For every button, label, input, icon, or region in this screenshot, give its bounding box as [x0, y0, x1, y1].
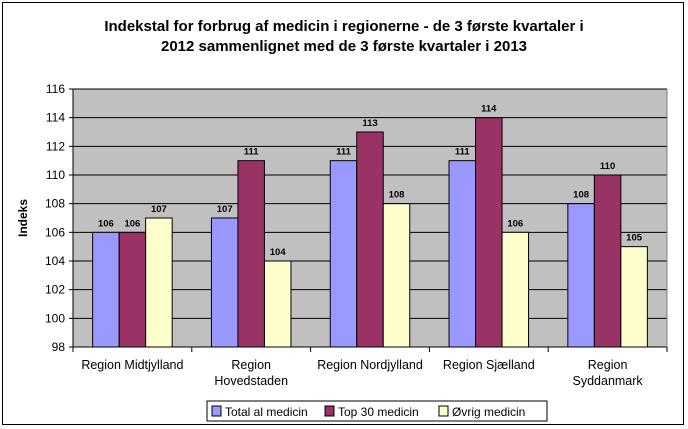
data-label: 107 — [151, 204, 167, 215]
data-label: 110 — [600, 161, 615, 172]
y-tick-label: 106 — [45, 225, 65, 239]
data-label: 106 — [124, 218, 140, 229]
bar — [593, 174, 622, 348]
data-labels: 106 106 107 107 111 104 111 113 108 111 114 106 108 1… — [98, 104, 643, 258]
chart-title: Indekstal for forbrug af medicin i regio… — [104, 18, 583, 55]
bar — [210, 217, 239, 348]
bar — [237, 160, 265, 348]
bar-chart: Indekstal for forbrug af medicin i regio… — [16, 18, 668, 422]
data-label: 108 — [389, 190, 405, 201]
bar — [475, 117, 503, 348]
bar — [501, 231, 530, 348]
data-label: 106 — [98, 218, 114, 229]
legend: Total al medicin Top 30 medicin Øvrig medi… — [206, 400, 548, 422]
x-category-label: Region Nordjylland — [317, 358, 423, 372]
bar — [145, 217, 173, 348]
x-category-label: Region — [231, 358, 271, 372]
axes — [69, 88, 668, 352]
legend-swatch — [438, 405, 449, 417]
bar — [567, 203, 595, 348]
legend-label: Top 30 medicin — [338, 405, 419, 419]
data-label: 106 — [507, 218, 523, 229]
legend-swatch — [324, 405, 335, 417]
bar — [329, 160, 358, 348]
legend-swatch — [211, 405, 222, 417]
bar — [263, 260, 292, 348]
chart-title-line: Indekstal for forbrug af medicin i regio… — [104, 18, 583, 35]
y-tick-label: 108 — [45, 197, 65, 211]
legend-label: Total al medicin — [225, 405, 308, 419]
y-tick-label: 98 — [52, 340, 66, 354]
x-category-label: Region Midtjylland — [81, 358, 183, 372]
bar — [356, 131, 384, 348]
y-tick-label: 112 — [46, 139, 65, 153]
y-tick-label: 114 — [46, 111, 65, 125]
chart-frame: Indekstal for forbrug af medicin i regio… — [2, 2, 684, 425]
x-category-label: Hovedstaden — [214, 374, 288, 388]
chart-title-line: 2012 sammenlignet med de 3 første kvarta… — [161, 38, 527, 55]
bar — [118, 231, 147, 348]
data-label: 114 — [481, 104, 497, 115]
data-label: 113 — [362, 118, 377, 129]
bar — [448, 160, 477, 348]
x-category-label: Region Sjælland — [443, 358, 535, 372]
y-axis-label: Indeks — [16, 199, 30, 237]
y-tick-label: 100 — [45, 311, 65, 325]
y-tick-label: 102 — [45, 283, 65, 297]
legend-label: Øvrig medicin — [452, 405, 525, 419]
data-label: 108 — [573, 190, 589, 201]
data-label: 104 — [270, 247, 287, 258]
x-category-label: Region — [588, 358, 628, 372]
bar — [620, 246, 648, 348]
legend-box — [206, 400, 548, 422]
bars — [92, 117, 648, 348]
bar — [92, 231, 120, 348]
y-tick-labels: 98 100 102 104 106 108 110 112 114 116 — [45, 82, 65, 354]
x-category-label: Syddanmark — [573, 374, 644, 388]
y-tick-label: 110 — [46, 168, 65, 182]
bar — [382, 203, 411, 348]
data-label: 111 — [244, 147, 260, 158]
data-label: 107 — [217, 204, 233, 215]
data-label: 105 — [626, 233, 643, 244]
y-tick-label: 104 — [45, 254, 65, 268]
data-label: 111 — [336, 147, 352, 158]
y-tick-label: 116 — [46, 82, 65, 96]
x-category-labels: Region Midtjylland Region Hovedstaden Regio… — [81, 358, 643, 388]
data-label: 111 — [455, 147, 471, 158]
